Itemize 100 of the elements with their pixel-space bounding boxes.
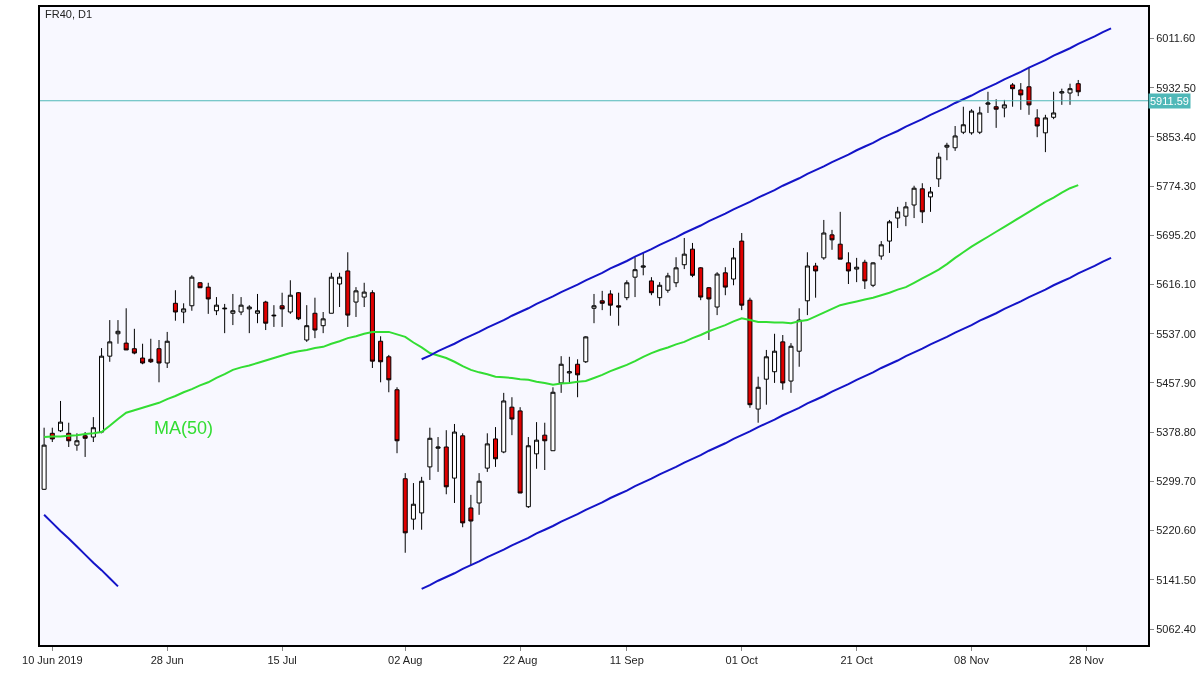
candlestick [854,257,860,283]
candlestick [197,281,203,289]
y-tick-label: 5774.30 [1156,180,1196,193]
candlestick [616,292,622,327]
candlestick [74,432,80,452]
candlestick [845,251,851,285]
candlestick [181,302,187,324]
candlestick [435,436,441,473]
candlestick [583,335,589,364]
candlestick [213,296,219,316]
candlestick [312,297,318,339]
candlestick [1018,82,1024,111]
candlestick [952,125,958,152]
candlestick [722,266,728,296]
candlestick [1067,83,1073,106]
x-tick-label: 28 Nov [1069,654,1105,667]
candlestick [501,392,507,454]
candlestick [58,400,64,433]
candlestick [164,331,170,369]
candlestick [747,297,753,409]
series-label: MA(50) [154,418,214,438]
candlestick [804,251,810,316]
x-tick-label: 28 Jun [150,654,184,667]
y-tick-label: 5378.80 [1156,426,1196,439]
candlestick [1042,114,1048,153]
candlestick [960,106,966,135]
candlestick [172,289,178,322]
candlestick [780,334,786,391]
candlestick [542,422,548,471]
y-tick-label: 5932.50 [1156,81,1196,94]
candlestick [689,242,695,278]
candlestick [115,319,121,345]
candlestick [1034,108,1040,138]
candlestick [969,108,975,136]
x-tick-label: 22 Aug [503,654,538,667]
candlestick [156,339,162,383]
candlestick [410,482,416,531]
candlestick [821,219,827,261]
candlestick [254,293,261,324]
y-tick-label: 5299.70 [1156,475,1196,488]
candlestick [993,98,999,129]
candlestick [378,335,384,383]
candlestick [131,328,137,355]
x-tick-label: 11 Sep [609,654,644,667]
line-series [43,513,119,588]
candlestick [607,289,613,317]
candlestick [550,386,556,452]
candlestick [443,429,449,495]
candlestick [673,256,679,288]
candlestick [1051,91,1057,120]
candlestick [419,476,425,531]
candlestick [977,106,983,135]
candlestick [99,347,105,434]
candlestick [222,303,228,334]
candlestick [287,279,293,315]
candlestick [927,186,934,213]
candlestick [788,342,794,394]
y-tick-label: 5616.10 [1156,278,1196,291]
candlestick [632,256,638,298]
chart-title: FR40, D1 [45,7,93,20]
candlestick [353,286,359,318]
candlestick [919,182,925,224]
candlestick [402,472,408,554]
candlestick [123,307,129,351]
candlestick [648,276,654,296]
line-series [43,184,1080,439]
candlestick [681,237,687,270]
y-tick-label: 5141.50 [1156,573,1196,586]
candlestick [657,281,663,307]
candlestick [534,421,540,470]
candlestick [230,293,236,326]
candlestick [895,206,901,229]
candlestick [837,211,843,260]
y-tick-label: 5853.40 [1156,130,1196,143]
x-tick-label: 15 Jul [267,654,297,667]
candlestick [468,494,474,566]
ref-line-label: 5911.59 [1150,95,1189,107]
candlestick [328,272,334,314]
candlestick [1075,79,1081,97]
candlestick [829,229,835,251]
y-tick-label: 5695.20 [1156,229,1196,242]
candlestick [813,262,819,299]
candlestick [369,289,375,369]
candlestick [731,247,737,286]
candlestick [624,279,630,301]
candlestick [460,432,466,528]
candlestick [1026,66,1032,116]
candlestick [698,266,704,301]
y-tick-label: 5537.00 [1156,327,1196,340]
candlestick [140,343,146,365]
candlestick [451,423,457,504]
x-tick-label: 02 Aug [388,654,423,667]
candlestick [665,272,671,294]
candlestick [320,311,326,334]
candlestick [238,296,244,316]
candlestick [796,307,802,368]
candlestick [755,376,761,424]
candlestick [304,304,310,343]
candlestick [296,291,302,321]
candlestick [903,201,909,227]
